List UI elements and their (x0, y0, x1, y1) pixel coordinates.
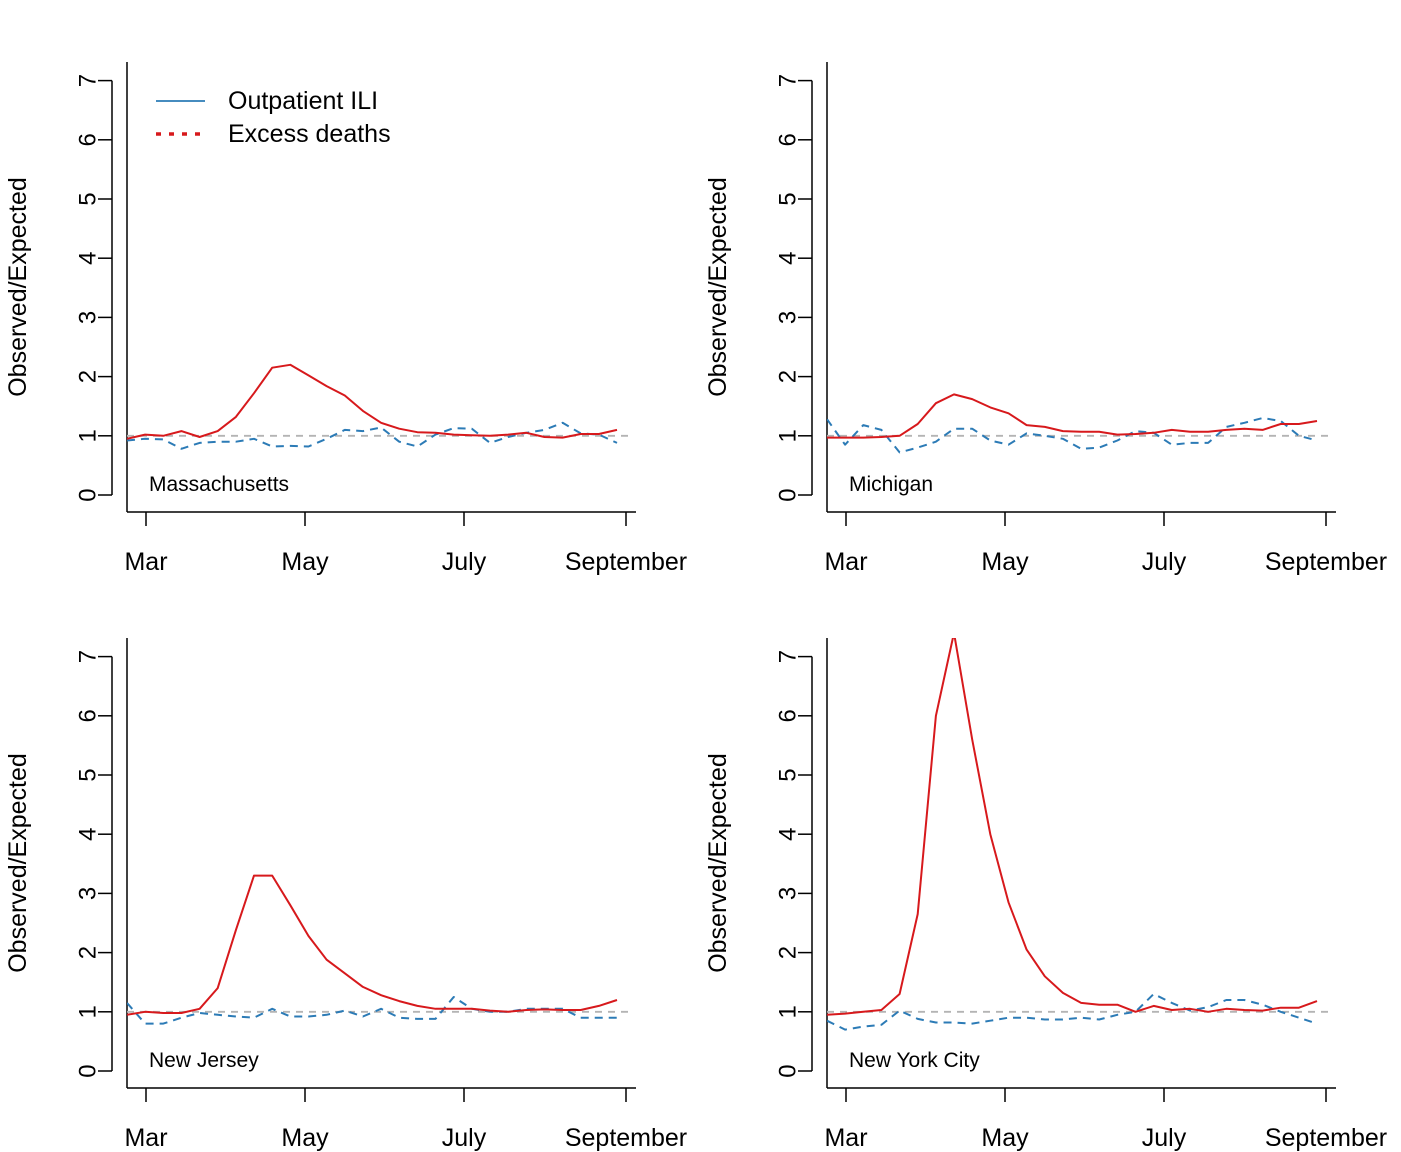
y-tick-label: 4 (75, 828, 102, 841)
y-tick-label: 2 (75, 370, 102, 383)
y-tick-label: 2 (75, 946, 102, 959)
y-tick-label: 1 (775, 1005, 802, 1018)
series-line-dashed (827, 993, 1318, 1031)
series-line-solid (827, 393, 1318, 439)
y-tick-label: 0 (775, 488, 802, 501)
y-tick-label: 3 (75, 311, 102, 324)
x-tick-label: May (981, 1124, 1029, 1152)
y-tick-label: 6 (75, 133, 102, 146)
x-tick-label: May (281, 1124, 329, 1152)
panel-label: Michigan (849, 473, 933, 496)
y-tick-label: 4 (775, 252, 802, 265)
y-axis-title: Observed/Expected (704, 753, 732, 973)
series-line-solid (827, 638, 1318, 1016)
x-tick-label: Mar (124, 548, 167, 576)
y-tick-label: 1 (75, 429, 102, 442)
chart-panel-3: 0 1 2 3 4 5 6 7 Observed/Expected Mar May July Septe… (4, 638, 687, 1152)
y-axis-title: Observed/Expected (4, 753, 32, 973)
chart-panel-1: 0 1 2 3 4 5 6 7 Observed/Expected Mar May July Septe… (4, 62, 687, 576)
y-axis-title: Observed/Expected (4, 177, 32, 397)
y-tick-label: 3 (775, 311, 802, 324)
series-line-dashed (127, 421, 618, 450)
x-tick-label: Mar (824, 548, 867, 576)
y-tick-label: 3 (775, 887, 802, 900)
x-tick-label: July (1142, 548, 1187, 576)
y-tick-label: 6 (75, 709, 102, 722)
legend-label: Excess deaths (228, 120, 391, 148)
x-tick-label: September (565, 1124, 687, 1152)
y-tick-label: 1 (75, 1005, 102, 1018)
x-tick-label: September (1265, 548, 1387, 576)
y-tick-label: 5 (75, 192, 102, 205)
x-tick-label: May (981, 548, 1029, 576)
y-tick-label: 6 (775, 709, 802, 722)
y-tick-label: 7 (75, 74, 102, 87)
panel-label: New Jersey (149, 1049, 259, 1072)
y-tick-label: 4 (75, 252, 102, 265)
x-tick-label: July (442, 548, 487, 576)
x-tick-label: Mar (124, 1124, 167, 1152)
y-tick-label: 7 (775, 74, 802, 87)
y-tick-label: 0 (75, 1064, 102, 1077)
y-axis-title: Observed/Expected (704, 177, 732, 397)
y-tick-label: 5 (775, 768, 802, 781)
panel-label: New York City (849, 1049, 980, 1072)
x-tick-label: September (565, 548, 687, 576)
panel-label: Massachusetts (149, 473, 289, 496)
y-tick-label: 0 (75, 488, 102, 501)
y-tick-label: 6 (775, 133, 802, 146)
x-tick-label: Mar (824, 1124, 867, 1152)
x-tick-label: July (442, 1124, 487, 1152)
y-tick-label: 7 (75, 650, 102, 663)
y-tick-label: 1 (775, 429, 802, 442)
legend-label: Outpatient ILI (228, 87, 378, 115)
y-tick-label: 2 (775, 946, 802, 959)
x-tick-label: September (1265, 1124, 1387, 1152)
x-tick-label: May (281, 548, 329, 576)
y-tick-label: 2 (775, 370, 802, 383)
y-tick-label: 0 (775, 1064, 802, 1077)
x-tick-label: July (1142, 1124, 1187, 1152)
y-tick-label: 5 (775, 192, 802, 205)
y-tick-label: 3 (75, 887, 102, 900)
series-line-solid (127, 874, 618, 1016)
series-line-solid (127, 363, 618, 440)
chart-panel-4: 0 1 2 3 4 5 6 7 Observed/Expected Mar May July Septe… (704, 638, 1387, 1152)
chart-panel-2: 0 1 2 3 4 5 6 7 Observed/Expected Mar May July Septe… (704, 62, 1387, 576)
y-tick-label: 7 (775, 650, 802, 663)
y-tick-label: 4 (775, 828, 802, 841)
series-line-dashed (827, 417, 1318, 454)
y-tick-label: 5 (75, 768, 102, 781)
